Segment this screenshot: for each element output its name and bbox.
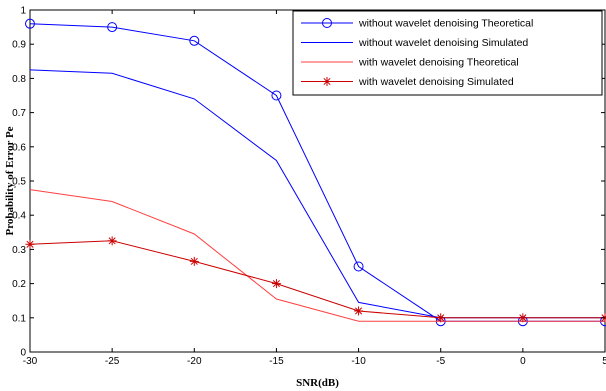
series-line	[29, 189, 605, 322]
x-tick-label: -20	[187, 356, 202, 367]
star-stroke	[26, 240, 34, 248]
data-point	[271, 279, 281, 289]
x-tick-label: -25	[105, 356, 120, 367]
y-tick-label: 0.3	[12, 245, 26, 256]
x-axis-label: SNR(dB)	[296, 377, 339, 389]
star-stroke	[355, 307, 363, 315]
star-stroke	[190, 257, 198, 265]
y-tick-label: 0.7	[12, 108, 26, 119]
y-tick-label: 0.8	[12, 74, 26, 85]
star-stroke	[437, 314, 445, 322]
data-point	[353, 261, 364, 272]
legend-entry: without wavelet denoising Theoretical	[301, 18, 533, 30]
star-stroke	[272, 280, 280, 288]
star-stroke	[519, 314, 527, 322]
x-tick-label: -15	[269, 356, 284, 367]
y-tick-label: 0.6	[12, 142, 26, 153]
series-layer	[25, 18, 606, 327]
data-point	[271, 90, 282, 101]
x-tick-label: -30	[23, 356, 38, 367]
data-point	[189, 35, 200, 46]
x-tick-label: 0	[520, 356, 526, 367]
legend-label: without wavelet denoising Theoretical	[358, 18, 533, 30]
data-point	[436, 313, 446, 323]
x-tick-label: -10	[351, 356, 366, 367]
legend-label: without wavelet denoising Simulated	[358, 37, 528, 49]
y-tick-label: 0.2	[12, 279, 26, 290]
data-point	[354, 306, 364, 316]
legend-label: with wavelet denoising Simulated	[358, 76, 514, 88]
legend-entry: without wavelet denoising Simulated	[301, 37, 528, 49]
data-point	[518, 313, 528, 323]
y-tick-label: 0	[20, 348, 26, 359]
data-point	[322, 77, 332, 86]
legend: without wavelet denoising Theoretical wit…	[292, 10, 603, 96]
y-tick-label: 0.1	[12, 313, 26, 324]
star-stroke	[323, 77, 331, 86]
series-line	[29, 240, 605, 319]
data-point	[107, 22, 118, 33]
legend-label: with wavelet denoising Theoretical	[358, 57, 519, 69]
x-tick-label: 5	[602, 356, 606, 367]
data-point	[25, 239, 35, 249]
axis-ticks: -30 -25 -20 -15 -10 -5 0 5 0 0.1 0.2 0.3 0.4 0.5 0.6 0.…	[12, 6, 606, 368]
data-point	[107, 236, 117, 246]
data-point	[189, 256, 199, 266]
y-tick-label: 1	[20, 6, 26, 17]
y-tick-label: 0.5	[12, 177, 26, 188]
legend-entry: with wavelet denoising Theoretical	[301, 57, 519, 69]
legend-entry: with wavelet denoising Simulated	[301, 76, 514, 88]
data-point	[25, 18, 35, 29]
y-axis-label: Probability of Error Pe	[4, 126, 16, 235]
data-point	[322, 18, 332, 28]
y-tick-label: 0.9	[12, 40, 26, 51]
x-tick-label: -5	[436, 356, 445, 367]
star-stroke	[108, 237, 116, 245]
series-3	[29, 189, 605, 322]
y-tick-label: 0.4	[12, 211, 26, 222]
